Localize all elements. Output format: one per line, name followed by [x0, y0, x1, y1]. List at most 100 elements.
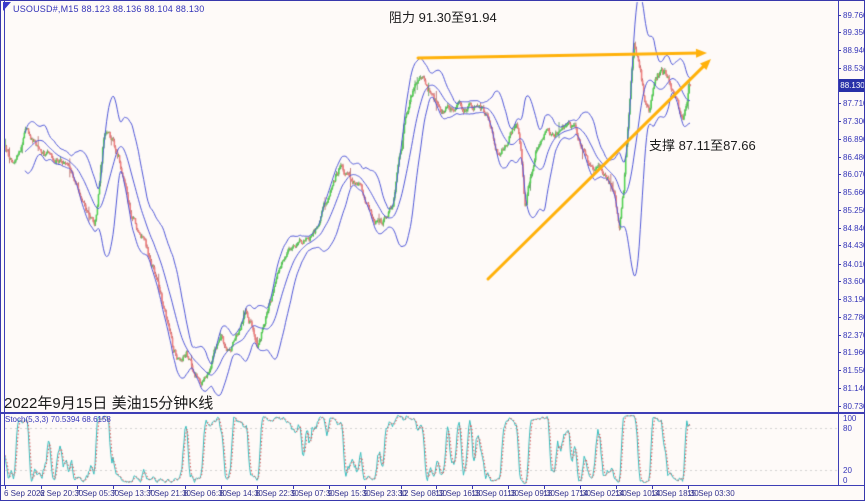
current-price-badge: 88.130 [839, 79, 865, 93]
time-tick-mark [148, 486, 150, 489]
price-tick-label: 89.350 [843, 28, 864, 38]
time-tick-label: 14 Sep 10:30 [615, 489, 663, 498]
time-tick-mark [472, 486, 474, 489]
price-tick-label: 86.890 [843, 134, 864, 144]
price-tick-label: 85.250 [843, 205, 864, 215]
time-tick-label: 7 Sep 05:30 [75, 489, 120, 498]
price-tick-mark [838, 405, 841, 407]
time-tick-label: 7 Sep 21:30 [147, 489, 191, 498]
chart-title: USOUSD#,M15 88.123 88.136 88.104 88.130 [13, 4, 204, 14]
time-tick-mark [580, 486, 582, 489]
price-tick-label: 84.010 [843, 259, 864, 269]
indicator-tick-label: 100 [843, 414, 857, 423]
time-tick-mark [544, 486, 546, 489]
time-tick-label: 13 Sep 17:30 [543, 489, 591, 498]
price-tick-mark [838, 299, 841, 300]
price-tick-label: 81.550 [843, 366, 864, 375]
price-tick-label: 89.760 [843, 10, 864, 20]
indicator-tick-label: 80 [843, 424, 852, 433]
time-tick-mark [112, 486, 114, 489]
price-tick-mark [838, 156, 841, 158]
price-tick-mark [838, 281, 841, 283]
date-annotation: 2022年9月15日 美油15分钟K线 [4, 395, 214, 412]
price-tick-label: 84.840 [843, 223, 864, 233]
time-tick-label: 9 Sep 23:30 [363, 489, 407, 498]
time-tick-label: 8 Sep 22:30 [255, 489, 299, 498]
price-tick-mark [838, 263, 841, 265]
ohlc-values: 88.123 88.136 88.104 88.130 [81, 4, 205, 14]
price-tick-mark [838, 174, 841, 176]
price-tick-label: 87.710 [843, 99, 864, 109]
price-axis[interactable]: 89.760 89.350 88.940 88.530 87.710 87.300 86.8… [838, 1, 864, 486]
price-tick-mark [838, 192, 841, 193]
time-tick-label: 13 Sep 01:30 [471, 489, 519, 498]
price-tick-mark [838, 387, 841, 389]
inner-left-border [4, 1, 5, 486]
time-tick-mark [256, 486, 258, 489]
support-annotation: 支撑 87.11至87.66 [649, 138, 756, 153]
time-tick-label: 12 Sep 16:30 [435, 489, 483, 498]
price-tick-label: 83.190 [843, 295, 864, 304]
time-tick-label: 9 Sep 07:30 [291, 489, 335, 498]
time-axis-separator [1, 485, 864, 486]
price-tick-mark [838, 316, 841, 318]
price-tick-label: 88.530 [843, 63, 864, 73]
time-tick-mark [328, 486, 330, 489]
time-tick-mark [688, 486, 690, 489]
time-tick-label: 13 Sep 09:30 [507, 489, 555, 498]
time-tick-label: 6 Sep 20:30 [40, 489, 84, 498]
resistance-annotation: 阻力 91.30至91.94 [389, 10, 497, 25]
time-tick-mark [41, 486, 42, 489]
time-tick-mark [436, 486, 438, 489]
time-tick-mark [364, 486, 366, 489]
time-tick-label: 15 Sep 03:30 [687, 489, 735, 498]
time-axis[interactable]: 6 Sep 2022 6 Sep 20:30 7 Sep 05:30 7 Sep 13… [1, 485, 864, 500]
price-tick-label: 81.960 [843, 348, 864, 358]
price-tick-label: 86.480 [843, 152, 864, 162]
time-tick-mark [5, 486, 6, 489]
time-tick-mark [292, 486, 294, 489]
chart-menu-icon[interactable] [3, 2, 11, 11]
price-tick-label: 80.730 [843, 401, 864, 411]
time-tick-mark [76, 486, 78, 489]
time-tick-label: 12 Sep 08:30 [399, 489, 448, 498]
price-tick-label: 85.660 [843, 188, 864, 197]
time-tick-label: 14 Sep 02:30 [579, 489, 627, 498]
time-tick-mark [184, 486, 186, 489]
price-tick-label: 83.600 [843, 277, 864, 287]
price-tick-mark [838, 32, 841, 34]
price-tick-label: 87.300 [843, 117, 864, 126]
time-tick-mark [616, 486, 618, 489]
time-tick-mark [400, 486, 402, 489]
price-tick-label: 88.940 [843, 46, 864, 55]
price-tick-label: 84.430 [843, 241, 864, 251]
price-tick-label: 82.370 [843, 330, 864, 340]
price-tick-mark [838, 334, 841, 336]
price-tick-mark [838, 138, 841, 140]
price-tick-mark [838, 209, 841, 211]
price-tick-mark [838, 14, 841, 16]
price-tick-mark [838, 227, 841, 229]
price-tick-mark [838, 67, 841, 69]
price-tick-mark [838, 50, 841, 51]
time-tick-label: 9 Sep 15:30 [327, 489, 371, 498]
time-tick-label: 14 Sep 18:30 [651, 489, 699, 498]
indicator-tick-label: 0 [843, 476, 848, 485]
indicator-tick-label: 20 [843, 466, 852, 475]
time-tick-mark [220, 486, 222, 489]
indicator-pane-separator[interactable] [1, 412, 864, 414]
time-tick-label: 8 Sep 14:30 [219, 489, 263, 498]
price-tick-label: 82.780 [843, 312, 864, 322]
time-tick-mark [508, 486, 510, 489]
stochastic-indicator-label: Stoch(5,3,3) 70.5394 68.6158 [5, 415, 111, 424]
price-axis-separator [838, 1, 839, 486]
time-tick-label: 8 Sep 06:30 [183, 489, 227, 498]
time-tick-mark [652, 486, 654, 489]
time-tick-label: 7 Sep 13:30 [111, 489, 156, 498]
price-tick-mark [838, 370, 841, 371]
price-tick-mark [838, 103, 841, 105]
price-tick-mark [838, 352, 841, 354]
price-tick-label: 86.070 [843, 170, 864, 180]
symbol-period-label: USOUSD#,M15 [13, 4, 79, 14]
